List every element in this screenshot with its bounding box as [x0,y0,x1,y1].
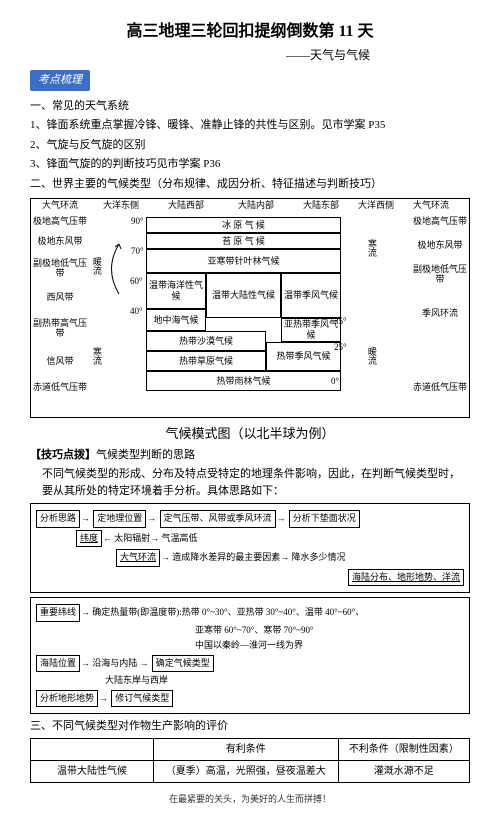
lat-90: 90° [131,217,144,227]
flow-r1-d: 分析下垫面状况 [289,510,360,528]
climate-subtrop-monsoon: 亚热带季风气候 [281,318,341,342]
flow-r3-b: 造成降水差异的最主要因素 [172,552,280,562]
section-1-item-2: 2、气旋与反气旋的区别 [30,137,470,154]
warm-label-left: 暖流 [91,257,101,275]
flow-r5-c: 确定气候类型 [152,655,214,673]
flow-r3-c: 降水多少情况 [292,552,346,562]
climate-savanna: 热带草原气候 [146,351,266,371]
col-4: 大陆东部 [291,201,351,211]
climate-diagram: 大气环流 大洋东侧 大陆西部 大陆内部 大陆东部 大洋西侧 大气环流 极地高气压… [30,198,470,418]
evaluation-table: 有利条件 不利条件（限制性因素） 温带大陆性气候 （夏季）高温，光照强，昼夜温差… [30,738,470,783]
section-3-heading: 三、不同气候类型对作物生产影响的评价 [30,718,470,735]
page-title: 高三地理三轮回扣提纲倒数第 11 天 [30,20,470,44]
lat-60: 60° [130,277,143,287]
col-right-header: 大气环流 [406,201,456,211]
flow-box-2: 重要纬线→ 确定热量带(即温度带):热带 0°~30°、亚热带 30°~40°、… [30,597,470,714]
flow-r2-c: 气温高低 [162,533,198,543]
flow-r3-a: 大气环流 [116,549,160,567]
section-1-item-3: 3、锋面气旋的的判断技巧见市学案 P36 [30,156,470,173]
right-belt-4: 赤道低气压带 [413,383,467,393]
tips-para: 不同气候类型的形成、分布及特点受特定的地理条件影响，因此，在判断气候类型时，要从… [30,466,470,499]
lat-70: 70° [131,247,144,257]
warm-current-left [99,239,129,302]
flow-r5-a: 海陆位置 [36,655,80,673]
col-2: 大陆西部 [156,201,216,211]
tips-label: 【技巧点拨】 [30,449,96,461]
flow-r4-b: 确定热量带(即温度带):热带 0°~30°、亚热带 30°~40°、温带 40°… [92,607,364,617]
left-belt-4: 副热带高气压带 [33,319,87,339]
badge-label: 考点梳理 [30,70,90,91]
flow-r1-c: 定气压带、风带或季风环流 [160,510,276,528]
flow-r6-a: 分析地形地势 [36,690,98,708]
flow-r2-b: 太阳辐射 [114,533,150,543]
page-footer: 在最紧要的关头，为美好的人生而拼搏！ [30,793,470,807]
tips-block: 【技巧点拨】气候类型判断的思路 [30,447,470,464]
flow-r5-d: 大陆东岸与西岸 [105,675,168,685]
section-1-item-1: 1、锋面系统重点掌握冷锋、暖锋、准静止锋的共性与区别。见市学案 P35 [30,117,470,134]
col-1: 大洋东侧 [91,201,151,211]
left-belt-3: 西风带 [33,293,87,303]
page-subtitle: ——天气与气候 [30,46,470,64]
climate-marine: 温带海洋性气候 [146,273,206,309]
table-r1c1: （夏季）高温，光照强，昼夜温差大 [153,760,338,782]
table-h2: 不利条件（限制性因素） [338,738,469,760]
right-belt-0: 极地高气压带 [413,217,467,227]
col-left-header: 大气环流 [35,201,85,211]
right-belt-2: 副极地低气压带 [413,265,467,285]
left-belt-1: 极地东风带 [33,237,87,247]
section-2-heading: 二、世界主要的气候类型（分布规律、成因分析、特征描述与判断技巧） [30,176,470,193]
climate-trop-monsoon: 热带季风气候 [266,342,341,371]
table-h1: 有利条件 [153,738,338,760]
right-belt-3: 季风环流 [413,309,467,319]
climate-med: 地中海气候 [146,309,206,331]
climate-temp-monsoon: 温带季风气候 [281,273,341,318]
flow-r5-b: 沿海与内陆 [92,658,137,668]
left-belt-5: 信风带 [33,357,87,367]
warm-label-right: 暖流 [366,347,376,365]
tips-heading: 气候类型判断的思路 [96,449,195,461]
section-1-heading: 一、常见的天气系统 [30,98,470,115]
left-belt-0: 极地高气压带 [33,217,87,227]
cold-label-left: 寒流 [91,347,101,365]
left-belt-2: 副极地低气压带 [33,259,87,279]
flow-r4-a: 重要纬线 [36,604,80,622]
col-3: 大陆内部 [226,201,286,211]
table-r1c2: 灌溉水源不足 [338,760,469,782]
flow-r4-d: 中国以秦岭—淮河一线为界 [195,640,303,650]
table-row: 有利条件 不利条件（限制性因素） [31,738,470,760]
climate-ice: 冰 原 气 候 [146,217,341,233]
flow-r6-b: 修订气候类型 [111,690,173,708]
right-belt-1: 极地东风带 [413,241,467,251]
flow-r4-c: 亚寒带 60°~70°、寒带 70°~90° [195,625,314,635]
flow-r3-d: 海陆分布、地形地势、洋流 [348,569,464,587]
table-row: 温带大陆性气候 （夏季）高温，光照强，昼夜温差大 灌溉水源不足 [31,760,470,782]
flow-r1-a: 分析思路 [36,510,80,528]
flow-r2-a: 纬度 [76,530,102,548]
climate-rainforest: 热带雨林气候 [146,371,341,391]
climate-tundra: 苔 原 气 候 [146,233,341,249]
left-belt-6: 赤道低气压带 [33,383,87,393]
lat-40: 40° [130,307,143,317]
col-5: 大洋西侧 [351,201,401,211]
climate-temp-cont: 温带大陆性气候 [206,273,281,318]
table-r1c0: 温带大陆性气候 [31,760,154,782]
climate-desert: 热带沙漠气候 [146,331,266,351]
climate-subarctic: 亚寒带针叶林气候 [146,249,341,273]
flow-box-1: 分析思路→ 定地理位置→ 定气压带、风带或季风环流→ 分析下垫面状况 纬度← 太… [30,503,470,593]
flow-r1-b: 定地理位置 [93,510,146,528]
diagram-caption: 气候模式图（以北半球为例） [30,424,470,444]
cold-label-right: 寒流 [366,239,376,257]
